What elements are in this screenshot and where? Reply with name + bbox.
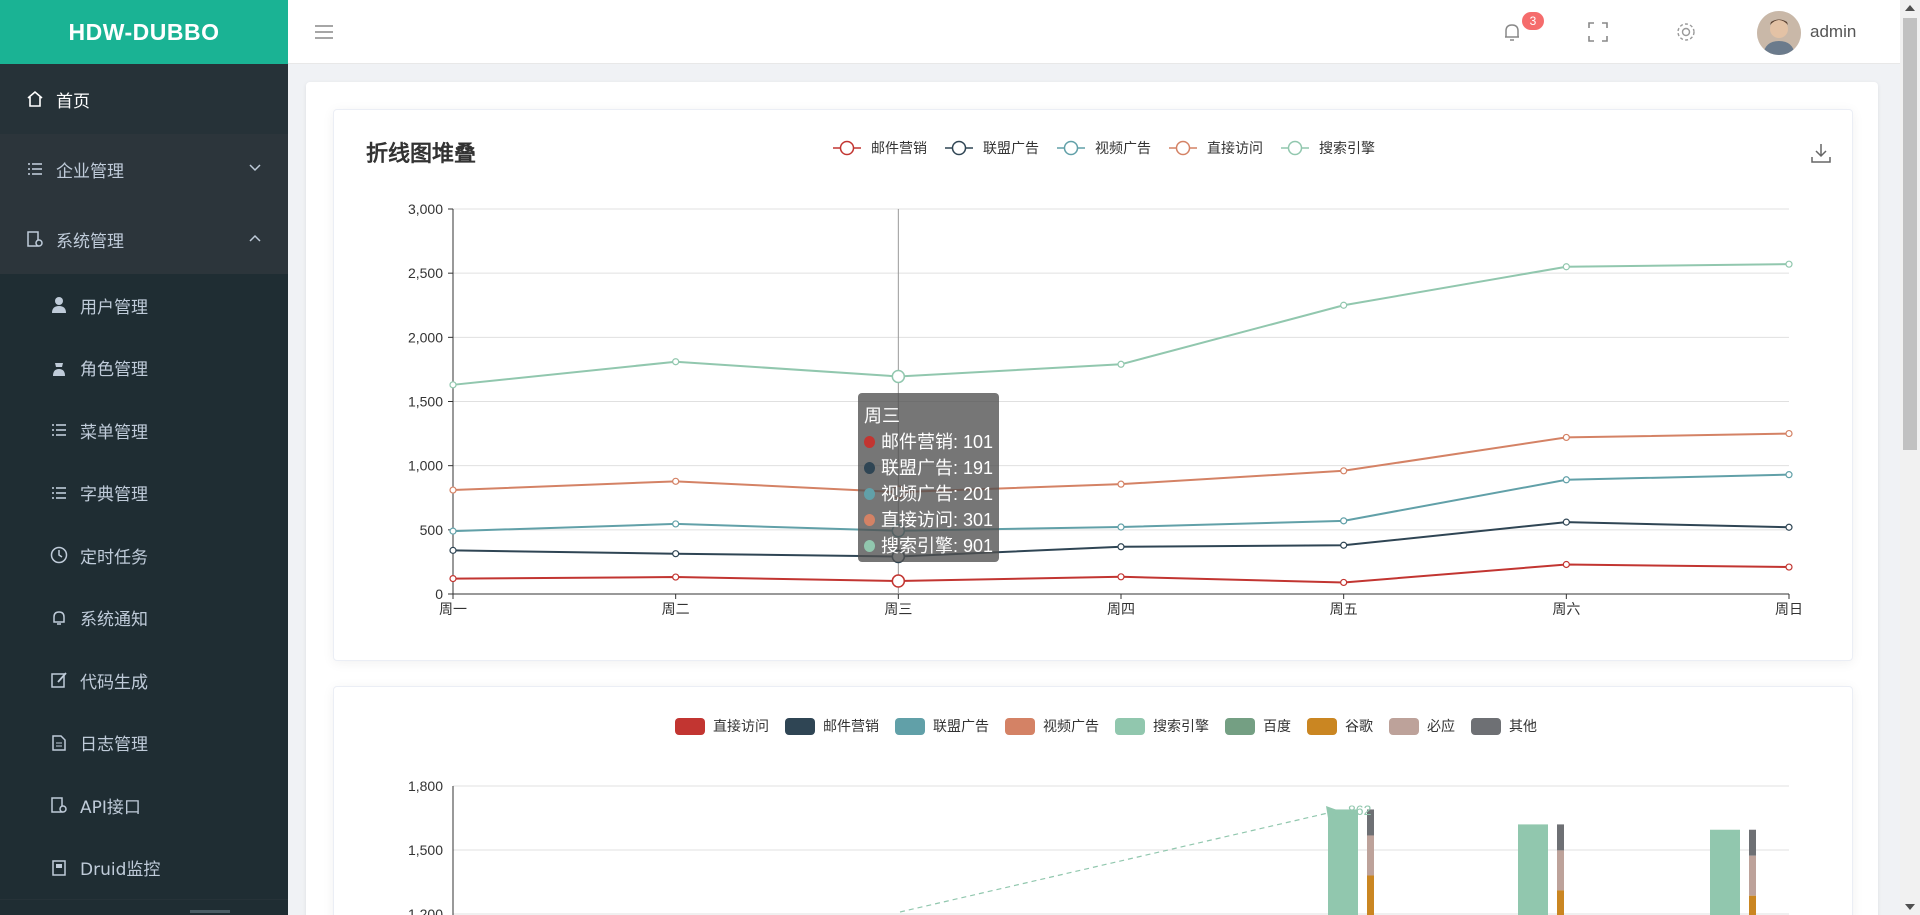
tooltip-text: 搜索引擎: 901	[880, 536, 993, 556]
clock-icon	[48, 544, 70, 566]
sidebar-group-enterprise[interactable]: 企业管理	[0, 134, 288, 204]
sidebar-item-menus[interactable]: 菜单管理	[0, 399, 288, 462]
api-doc-icon	[48, 794, 70, 816]
page-scrollbar[interactable]	[1900, 0, 1920, 915]
sidebar-item-notifications[interactable]: 系统通知	[0, 586, 288, 649]
app-logo: HDW-DUBBO	[0, 0, 288, 64]
sidebar-item-druid[interactable]: Druid监控	[0, 836, 288, 899]
tooltip-row: 搜索引擎: 901	[864, 533, 993, 559]
series-dot	[864, 540, 875, 552]
settings-doc-icon	[24, 228, 46, 250]
series-dot	[864, 514, 875, 526]
sidebar-item-label: 角色管理	[80, 360, 148, 381]
tooltip-row: 邮件营销: 101	[864, 429, 993, 455]
chart-title: 折线图堆叠	[366, 141, 477, 166]
sidebar-item-dictionary[interactable]: 字典管理	[0, 461, 288, 524]
tooltip-text: 联盟广告: 191	[880, 458, 993, 478]
fullscreen-icon[interactable]	[1586, 20, 1610, 44]
sidebar-item-label: 企业管理	[56, 161, 124, 182]
document-icon	[48, 732, 70, 754]
list-icon	[48, 419, 70, 441]
series-dot	[864, 488, 875, 500]
sidebar-scroll-track	[0, 900, 288, 915]
chevron-down-icon	[249, 164, 261, 172]
sidebar-item-api[interactable]: API接口	[0, 774, 288, 837]
chart-tooltip: 周三 邮件营销: 101 联盟广告: 191 视频广告: 201 直接访问: 3…	[858, 393, 999, 562]
sidebar-item-label: API接口	[80, 797, 141, 818]
sidebar-item-users[interactable]: 用户管理	[0, 274, 288, 337]
user-secret-icon	[48, 357, 70, 379]
home-icon	[24, 88, 46, 110]
sidebar-item-label: 日志管理	[80, 735, 148, 756]
hamburger-icon[interactable]	[314, 22, 334, 42]
avatar[interactable]	[1757, 11, 1801, 55]
sidebar-item-label: 首页	[56, 91, 90, 112]
bell-icon	[48, 607, 70, 629]
notification-badge: 3	[1522, 12, 1544, 30]
sidebar-item-label: 定时任务	[80, 547, 148, 568]
series-dot	[864, 462, 875, 474]
line-chart-card: 折线图堆叠	[333, 109, 1853, 661]
sidebar-item-label: 系统通知	[80, 610, 148, 631]
tooltip-row: 视频广告: 201	[864, 481, 993, 507]
monitor-doc-icon	[48, 857, 70, 879]
sidebar-item-label: 菜单管理	[80, 422, 148, 443]
series-dot	[864, 436, 875, 448]
tooltip-text: 直接访问: 301	[880, 510, 993, 530]
sidebar-item-label: 用户管理	[80, 297, 148, 318]
username[interactable]: admin	[1810, 22, 1857, 41]
sidebar-item-code-generation[interactable]: 代码生成	[0, 649, 288, 712]
edit-icon	[48, 669, 70, 691]
chevron-up-icon	[249, 234, 261, 242]
scroll-down-arrow[interactable]	[1905, 904, 1915, 910]
scroll-thumb[interactable]	[1903, 18, 1917, 450]
tooltip-row: 联盟广告: 191	[864, 455, 993, 481]
bar-chart-card	[333, 686, 1853, 915]
bell-icon[interactable]	[1500, 20, 1524, 44]
user-icon	[48, 294, 70, 316]
sidebar-item-logs[interactable]: 日志管理	[0, 711, 288, 774]
sidebar-item-label: 代码生成	[80, 672, 148, 693]
gear-icon[interactable]	[1674, 20, 1698, 44]
sidebar-item-label: 字典管理	[80, 485, 148, 506]
top-header: 3 admin	[288, 0, 1900, 64]
scroll-up-arrow[interactable]	[1905, 5, 1915, 11]
tooltip-row: 直接访问: 301	[864, 507, 993, 533]
sidebar: HDW-DUBBO 首页 企业管理 系统管理 用户管理 角色管理 菜单管理	[0, 0, 288, 915]
tooltip-text: 视频广告: 201	[880, 484, 993, 504]
sidebar-item-roles[interactable]: 角色管理	[0, 336, 288, 399]
download-icon[interactable]	[1810, 142, 1832, 164]
list-icon	[48, 482, 70, 504]
tooltip-title: 周三	[864, 406, 900, 426]
tooltip-text: 邮件营销: 101	[880, 432, 993, 452]
list-icon	[24, 158, 46, 180]
sidebar-item-scheduled-tasks[interactable]: 定时任务	[0, 524, 288, 587]
sidebar-submenu-system: 用户管理 角色管理 菜单管理 字典管理 定时任务 系统通知 代码生成 日志管理	[0, 274, 288, 899]
sidebar-group-system[interactable]: 系统管理	[0, 204, 288, 274]
sidebar-item-label: 系统管理	[56, 231, 124, 252]
sidebar-item-label: Druid监控	[80, 860, 161, 881]
sidebar-item-home[interactable]: 首页	[0, 64, 288, 134]
sidebar-scroll-thumb[interactable]	[190, 910, 230, 913]
